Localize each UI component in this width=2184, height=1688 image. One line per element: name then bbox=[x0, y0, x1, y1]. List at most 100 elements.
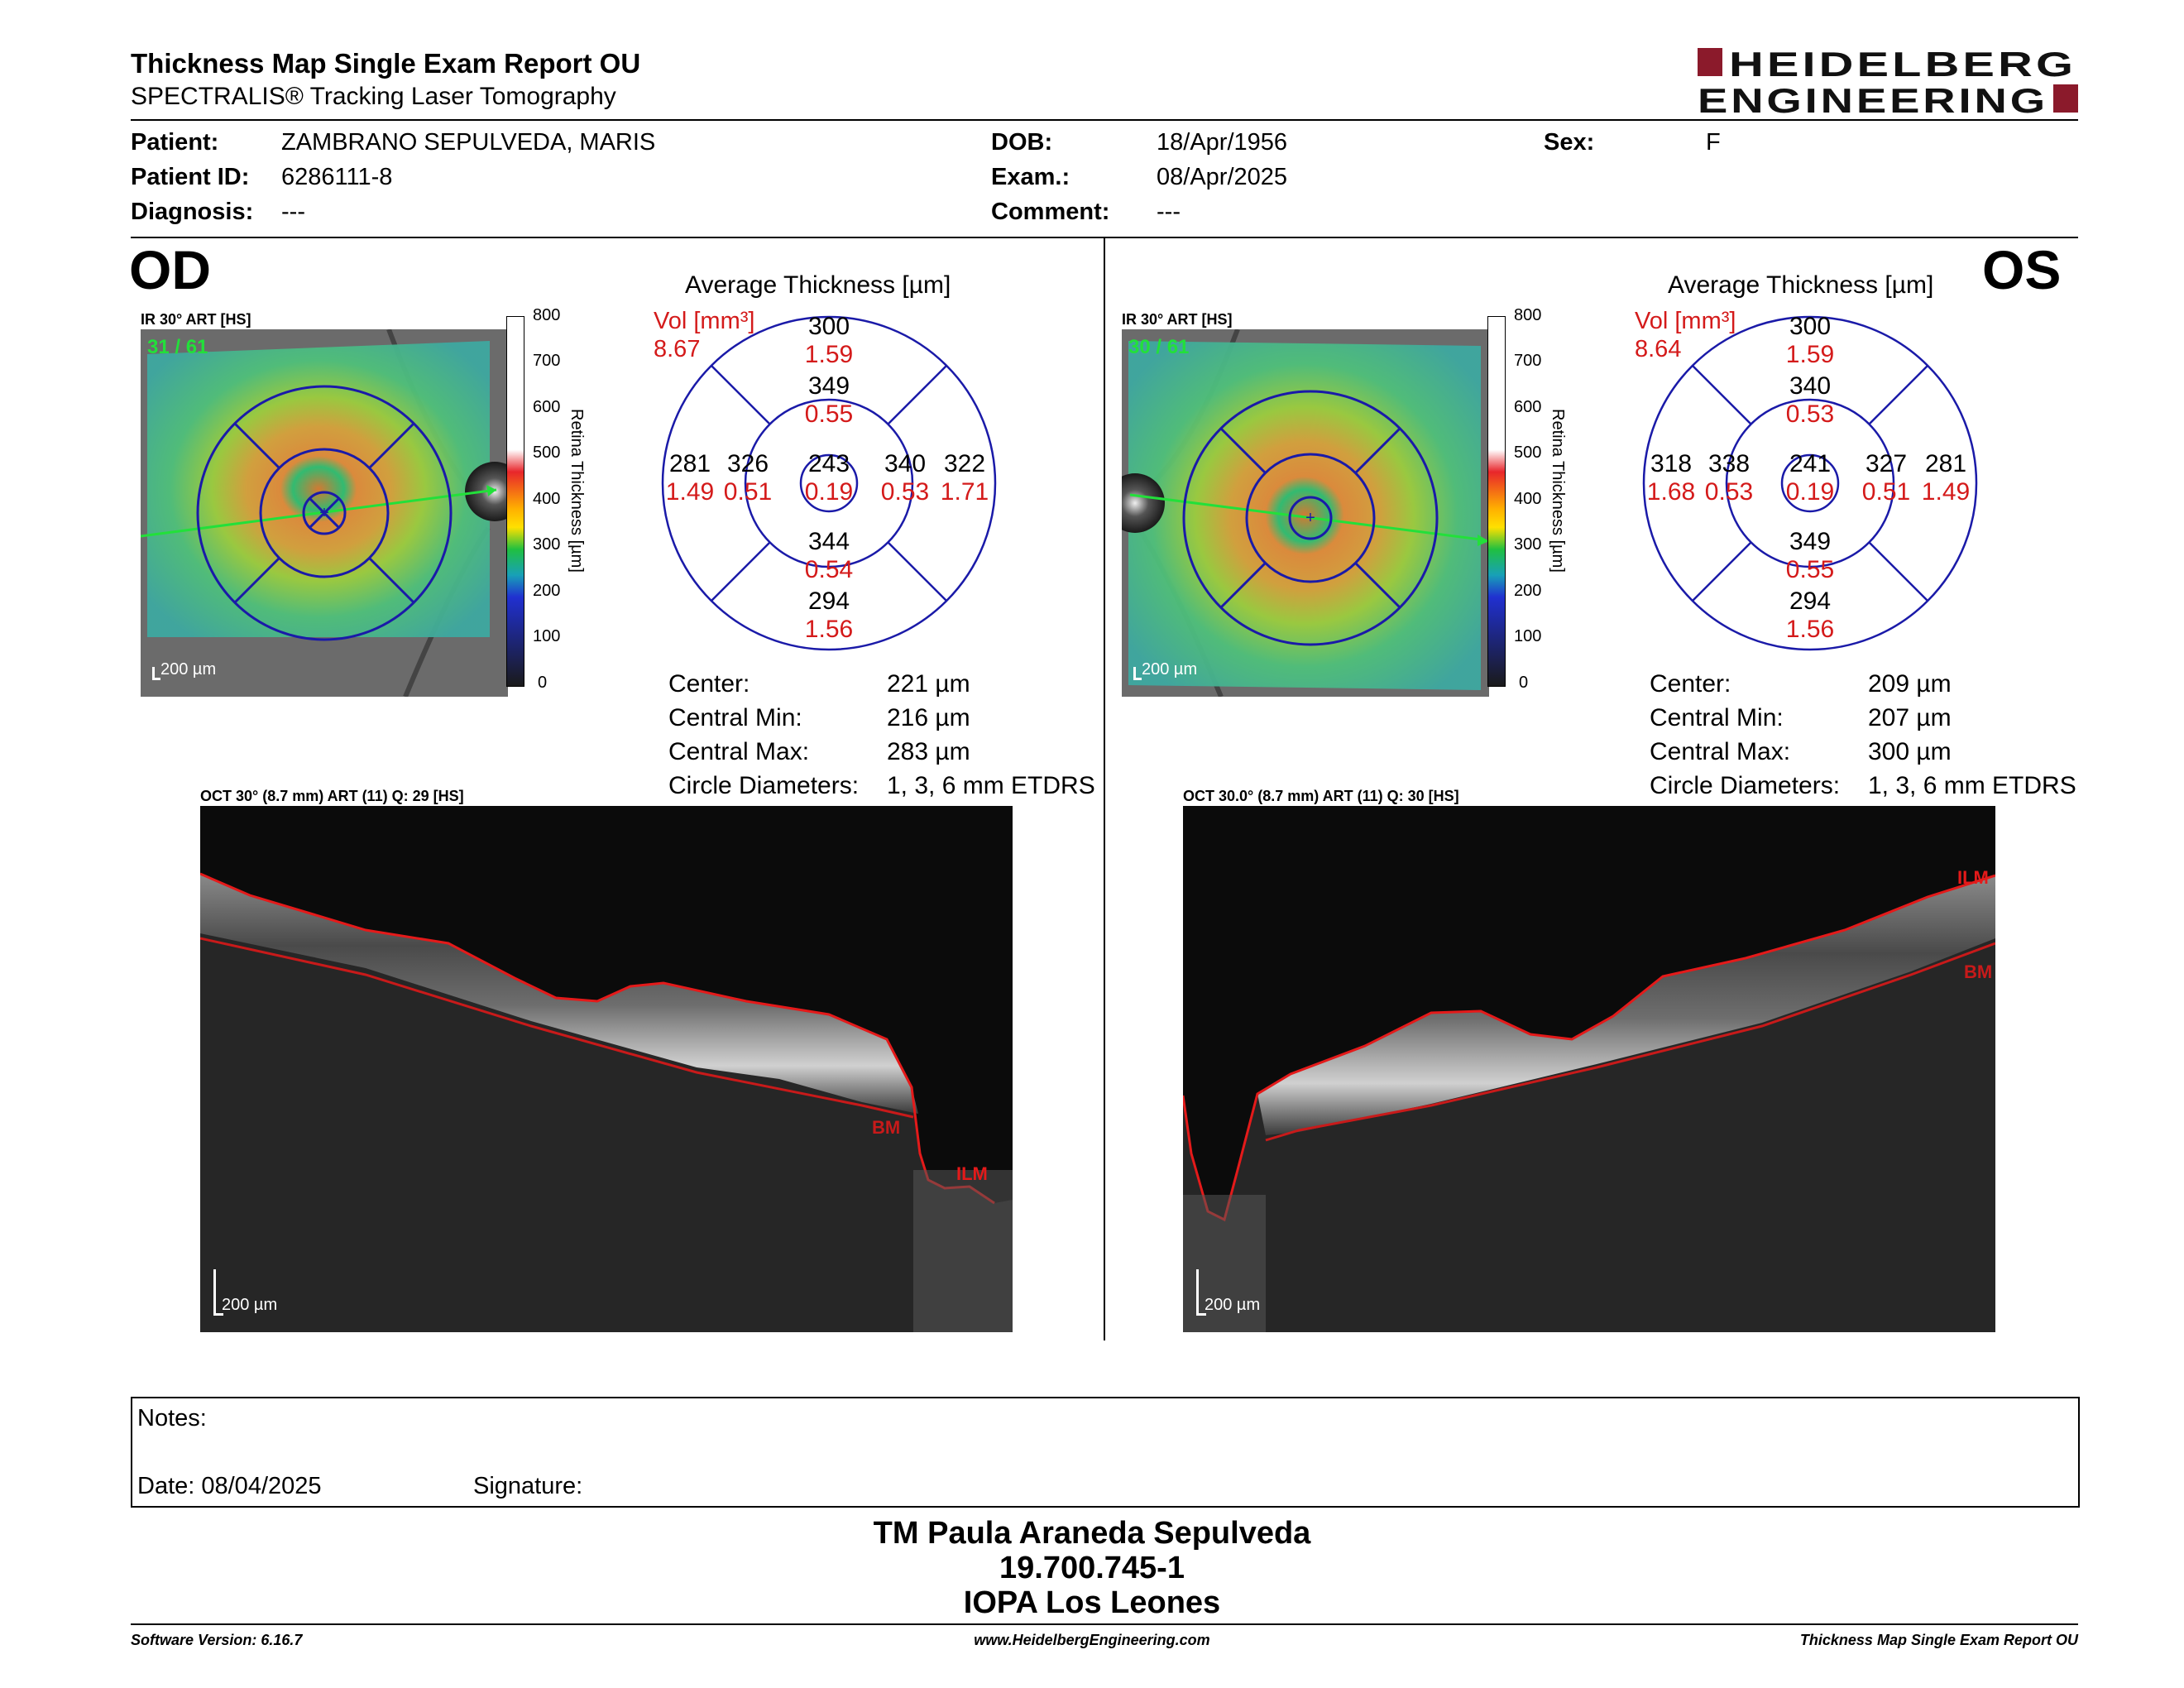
os-ilm-label: ILM bbox=[1957, 867, 1989, 888]
os-center-thickness: 241 bbox=[1789, 450, 1832, 477]
patient-id-label: Patient ID: bbox=[131, 164, 250, 190]
patient-id-value: 6286111-8 bbox=[281, 164, 393, 190]
os-inner-nasal-thickness: 327 bbox=[1865, 450, 1908, 477]
od-outer-inferior-thickness: 294 bbox=[807, 587, 850, 615]
os-inner-superior-thickness: 340 bbox=[1789, 372, 1832, 400]
od-outer-nasal-thickness: 322 bbox=[943, 450, 986, 477]
od-colorbar-title: Retina Thickness [µm] bbox=[568, 409, 586, 573]
os-outer-inferior-thickness: 294 bbox=[1789, 587, 1832, 615]
os-center-value: 209 µm bbox=[1868, 670, 1952, 698]
od-ilm-label: ILM bbox=[956, 1163, 988, 1184]
od-oct-bscan: BM ILM 200 µm bbox=[200, 806, 1013, 1332]
os-max-label: Central Max: bbox=[1650, 738, 1791, 765]
od-outer-temporal-vol: 1.49 bbox=[665, 478, 715, 506]
os-circle-label: Circle Diameters: bbox=[1650, 772, 1841, 799]
od-etdrs-grid bbox=[661, 315, 997, 651]
os-min-value: 207 µm bbox=[1868, 704, 1952, 731]
od-center-label: Center: bbox=[668, 670, 750, 698]
os-inner-temporal-vol: 0.53 bbox=[1704, 478, 1754, 506]
od-max-label: Central Max: bbox=[668, 738, 810, 765]
od-inner-inferior-thickness: 344 bbox=[807, 528, 850, 555]
sex-value: F bbox=[1706, 129, 1721, 156]
patient-name: ZAMBRANO SEPULVEDA, MARIS bbox=[281, 129, 656, 156]
os-inner-superior-vol: 0.53 bbox=[1785, 400, 1835, 428]
signatory-name: TM Paula Araneda Sepulveda bbox=[873, 1516, 1311, 1551]
od-min-value: 216 µm bbox=[887, 704, 970, 731]
os-etdrs-grid bbox=[1642, 315, 1978, 651]
os-outer-temporal-vol: 1.68 bbox=[1646, 478, 1696, 506]
os-avg-title: Average Thickness [µm] bbox=[1668, 271, 1934, 299]
comment-value: --- bbox=[1157, 199, 1181, 225]
notes-signature: Signature: bbox=[473, 1473, 583, 1499]
website-link[interactable]: www.HeidelbergEngineering.com bbox=[974, 1632, 1210, 1648]
od-outer-superior-vol: 1.59 bbox=[804, 341, 854, 368]
od-inner-superior-thickness: 349 bbox=[807, 372, 850, 400]
exam-label: Exam.: bbox=[991, 164, 1070, 190]
signatory-id: 19.700.745-1 bbox=[999, 1551, 1185, 1585]
od-colorbar bbox=[506, 316, 524, 687]
os-outer-superior-thickness: 300 bbox=[1789, 313, 1832, 340]
logo-line-1: HEIDELBERG bbox=[1729, 46, 2076, 84]
od-frame-count: 31 / 61 bbox=[147, 336, 208, 358]
report-subtitle: SPECTRALIS® Tracking Laser Tomography bbox=[131, 83, 616, 110]
od-oct-scale: 200 µm bbox=[222, 1296, 278, 1314]
os-outer-temporal-thickness: 318 bbox=[1650, 450, 1693, 477]
footer-divider bbox=[131, 1623, 2078, 1625]
svg-text:+: + bbox=[319, 504, 329, 522]
os-center-label: Center: bbox=[1650, 670, 1731, 698]
dob-label: DOB: bbox=[991, 129, 1053, 156]
os-inner-nasal-vol: 0.51 bbox=[1861, 478, 1911, 506]
os-max-value: 300 µm bbox=[1868, 738, 1952, 765]
os-vol-label: Vol [mm³] bbox=[1635, 308, 1736, 334]
patient-divider bbox=[131, 237, 2078, 238]
od-vol-total: 8.67 bbox=[654, 336, 701, 362]
od-inner-inferior-vol: 0.54 bbox=[804, 556, 854, 583]
signatory-institution: IOPA Los Leones bbox=[963, 1585, 1221, 1620]
od-center-vol: 0.19 bbox=[804, 478, 854, 506]
os-colorbar-ticks: 800 700 600 500 400 300 200 100 0 bbox=[1514, 306, 1542, 692]
os-outer-superior-vol: 1.59 bbox=[1785, 341, 1835, 368]
os-outer-inferior-vol: 1.56 bbox=[1785, 616, 1835, 643]
os-circle-value: 1, 3, 6 mm ETDRS bbox=[1868, 772, 2076, 799]
comment-label: Comment: bbox=[991, 199, 1110, 225]
od-inner-nasal-vol: 0.53 bbox=[880, 478, 930, 506]
os-frame-count: 30 / 61 bbox=[1128, 336, 1190, 358]
os-oct-scale: 200 µm bbox=[1205, 1296, 1261, 1314]
od-inner-superior-vol: 0.55 bbox=[804, 400, 854, 428]
os-bm-label: BM bbox=[1964, 961, 1993, 982]
os-inner-temporal-thickness: 338 bbox=[1707, 450, 1751, 477]
diagnosis-label: Diagnosis: bbox=[131, 199, 254, 225]
os-colorbar bbox=[1487, 316, 1506, 687]
od-outer-temporal-thickness: 281 bbox=[668, 450, 711, 477]
od-fundus-label: IR 30° ART [HS] bbox=[141, 311, 251, 328]
diagnosis-value: --- bbox=[281, 199, 305, 225]
od-max-value: 283 µm bbox=[887, 738, 970, 765]
sex-label: Sex: bbox=[1544, 129, 1595, 156]
os-vol-total: 8.64 bbox=[1635, 336, 1682, 362]
os-fundus-scale: 200 µm bbox=[1142, 660, 1198, 679]
exam-value: 08/Apr/2025 bbox=[1157, 164, 1288, 190]
report-title: Thickness Map Single Exam Report OU bbox=[131, 48, 641, 79]
od-outer-inferior-vol: 1.56 bbox=[804, 616, 854, 643]
eye-divider bbox=[1104, 238, 1105, 1340]
os-colorbar-title: Retina Thickness [µm] bbox=[1549, 409, 1567, 573]
notes-date: Date: 08/04/2025 bbox=[137, 1473, 322, 1499]
software-version: Software Version: 6.16.7 bbox=[131, 1632, 303, 1648]
od-circle-value: 1, 3, 6 mm ETDRS bbox=[887, 772, 1095, 799]
os-fundus-label: IR 30° ART [HS] bbox=[1122, 311, 1233, 328]
od-bm-label: BM bbox=[872, 1117, 901, 1138]
footer-report-name: Thickness Map Single Exam Report OU bbox=[1799, 1632, 2078, 1648]
os-inner-inferior-vol: 0.55 bbox=[1785, 556, 1835, 583]
os-outer-nasal-thickness: 281 bbox=[1924, 450, 1967, 477]
od-inner-temporal-vol: 0.51 bbox=[723, 478, 773, 506]
od-oct-label: OCT 30° (8.7 mm) ART (11) Q: 29 [HS] bbox=[200, 788, 464, 804]
od-eye-label: OD bbox=[129, 239, 211, 300]
od-outer-superior-thickness: 300 bbox=[807, 313, 850, 340]
od-colorbar-ticks: 800 700 600 500 400 300 200 100 0 bbox=[533, 306, 561, 692]
od-inner-temporal-thickness: 326 bbox=[726, 450, 769, 477]
od-vol-label: Vol [mm³] bbox=[654, 308, 755, 334]
notes-box[interactable]: Notes: Date: 08/04/2025 Signature: bbox=[131, 1397, 2080, 1508]
svg-text:+: + bbox=[1305, 509, 1315, 527]
header-divider bbox=[131, 119, 2078, 121]
od-outer-nasal-vol: 1.71 bbox=[940, 478, 989, 506]
